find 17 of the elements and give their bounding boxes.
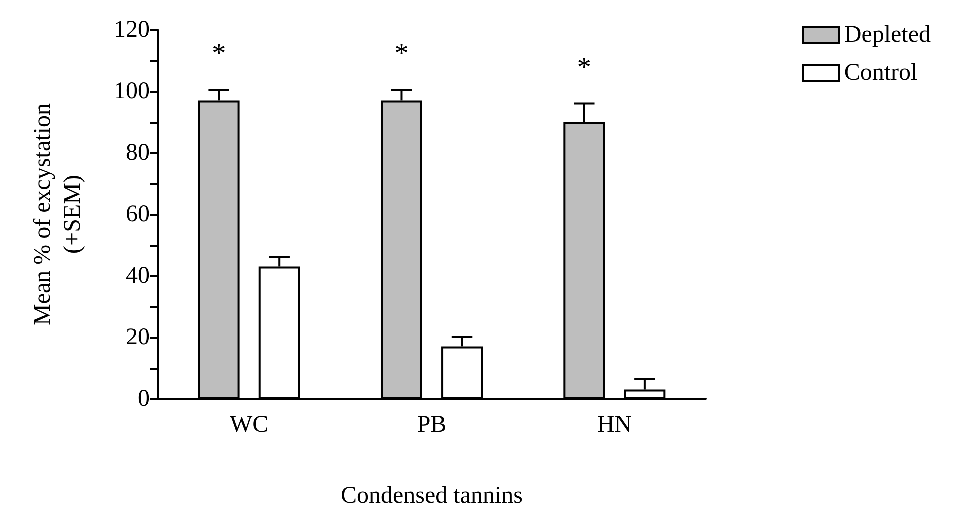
x-tick-label: HN — [597, 412, 632, 438]
annotation: * — [394, 38, 409, 70]
y-tick-label: 20 — [126, 324, 150, 350]
legend-label: Control — [844, 60, 918, 86]
y-tick-label: 60 — [126, 202, 150, 228]
x-tick-label: WC — [230, 412, 269, 438]
legend-label: Depleted — [844, 22, 931, 48]
y-tick-label: 40 — [126, 263, 150, 289]
y-tick-label: 0 — [138, 386, 150, 412]
x-axis-title: Condensed tannins — [341, 483, 523, 509]
y-tick-label: 100 — [114, 78, 150, 104]
y-tick-label: 120 — [114, 17, 150, 43]
annotation: * — [577, 52, 592, 84]
x-tick-label: PB — [417, 412, 447, 438]
annotation: * — [212, 38, 226, 70]
y-tick-label: 80 — [126, 140, 150, 166]
y-axis-title: Mean % of excystation (+SEM) — [30, 104, 86, 326]
